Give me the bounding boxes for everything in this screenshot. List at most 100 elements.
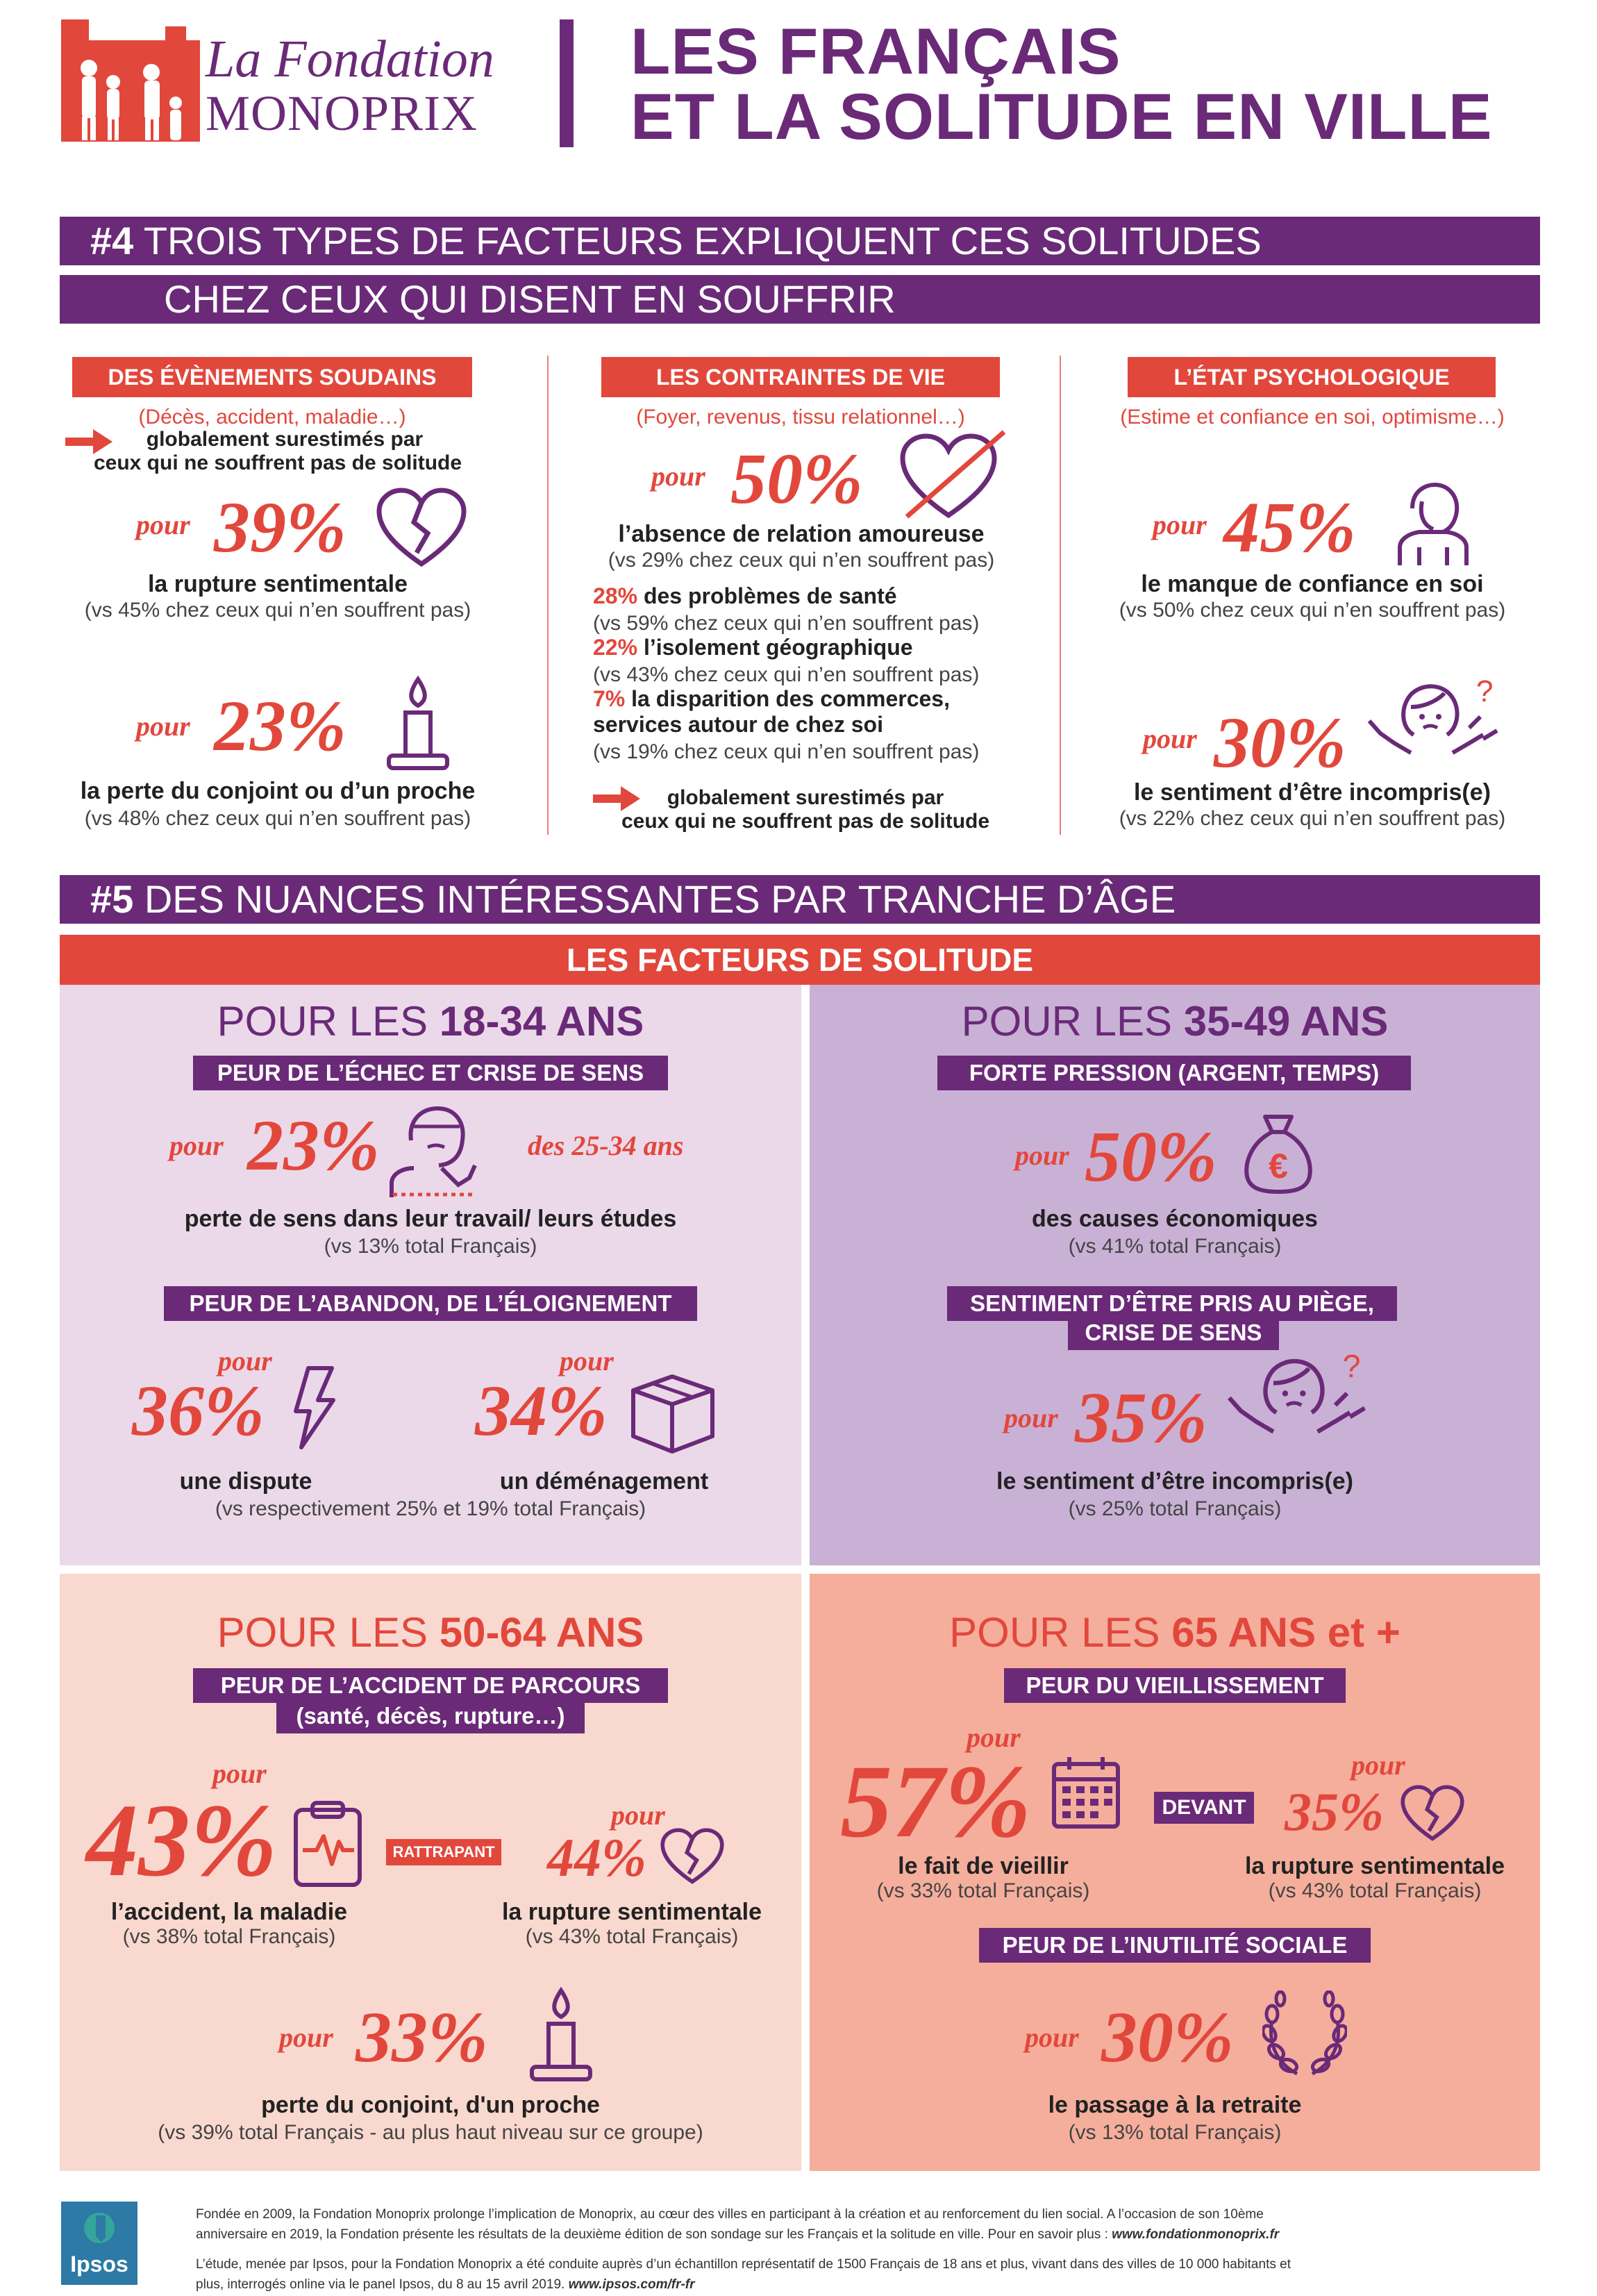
svg-text:€: € <box>1269 1147 1288 1186</box>
col2-item3-vs: (vs 19% chez ceux qui n’en souffrent pas… <box>593 740 980 763</box>
footer-p2a: L’étude, menée par Ipsos, pour la Fondat… <box>196 2257 1291 2272</box>
p1-s3-title: un déménagement <box>499 1468 709 1495</box>
section4-num: #4 <box>90 219 134 263</box>
p4-s2-pour: pour <box>1351 1749 1405 1781</box>
p1-s1-vs: (vs 13% total Français) <box>324 1235 537 1258</box>
col2-item1-text: des problèmes de santé <box>643 583 897 608</box>
footer-p1a: Fondée en 2009, la Fondation Monoprix pr… <box>196 2207 1264 2222</box>
p1-s2-pour: pour <box>218 1345 272 1376</box>
p1-s3-pour: pour <box>560 1345 614 1376</box>
p3-s2-pour: pour <box>611 1799 665 1831</box>
p4-heading-pre: POUR LES <box>949 1609 1172 1656</box>
p2-s2-pour: pour <box>1004 1402 1058 1433</box>
col3-s2-pour: pour <box>1143 723 1197 754</box>
p2-heading-age: 35-49 ANS <box>1183 998 1389 1045</box>
money-bag-icon: € <box>1244 1115 1312 1195</box>
p4-s1-pour: pour <box>967 1722 1021 1753</box>
lightning-icon <box>294 1366 335 1449</box>
p1-s2-pct: 36% <box>132 1371 265 1451</box>
p3-s2-title: la rupture sentimentale <box>501 1899 762 1925</box>
col2-s1-pour: pour <box>651 460 705 492</box>
calendar-icon <box>1052 1757 1120 1829</box>
p1-s3-pct: 34% <box>475 1371 608 1451</box>
col1-s2-title: la perte du conjoint ou d’un proche <box>80 778 476 804</box>
p4-s2-pct: 35% <box>1285 1781 1384 1842</box>
col2-item1-pct: 28% <box>593 583 638 608</box>
col1-note2: ceux qui ne souffrent pas de solitude <box>93 451 462 474</box>
col1-s1-pct: 39% <box>214 488 346 567</box>
broken-heart-icon <box>660 1828 724 1884</box>
col2-item: 22% l’isolement géographique (vs 43% che… <box>593 635 979 687</box>
section4-banner-line2: CHEZ CEUX QUI DISENT EN SOUFFRIR <box>60 275 1540 324</box>
col2-sub: (Foyer, revenus, tissu relationnel…) <box>636 406 965 429</box>
p4-s2-title: la rupture sentimentale <box>1244 1853 1505 1879</box>
col1-sub: (Décès, accident, maladie…) <box>138 406 406 429</box>
medical-clipboard-icon <box>294 1801 362 1887</box>
brand-line2: MONOPRIX <box>206 85 478 141</box>
p4-s1-pct: 57% <box>840 1744 1031 1859</box>
section5-banner: #5 DES NUANCES INTÉRESSANTES PAR TRANCHE… <box>60 875 1540 924</box>
fondation-logo <box>61 19 200 142</box>
crossed-heart-icon <box>900 430 1006 519</box>
col1-label: DES ÉVÈNEMENTS SOUDAINS <box>72 357 472 397</box>
p3-heading: POUR LES 50-64 ANS <box>60 1608 801 1656</box>
broken-heart-icon <box>376 488 467 567</box>
col1-s2-pour: pour <box>136 710 190 742</box>
footer-url2[interactable]: www.ipsos.com/fr-fr <box>568 2277 695 2292</box>
confused-person-icon: ? <box>1367 679 1498 755</box>
col3-s1-title: le manque de confiance en soi <box>1141 571 1484 597</box>
p3-s3-title: perte du conjoint, d'un proche <box>261 2092 600 2118</box>
col3-s1-pct: 45% <box>1223 488 1356 567</box>
p2-heading: POUR LES 35-49 ANS <box>810 997 1540 1045</box>
section4-banner-line1: #4 TROIS TYPES DE FACTEURS EXPLIQUENT CE… <box>60 217 1540 265</box>
col1-note1: globalement surestimés par <box>146 428 424 451</box>
p4-s3-title: le passage à la retraite <box>1048 2092 1302 2118</box>
col2-label: LES CONTRAINTES DE VIE <box>601 357 1000 397</box>
p3-s3-pct: 33% <box>356 1997 488 2077</box>
sad-person-icon <box>1398 482 1469 565</box>
laurel-wreath-icon <box>1262 1990 1347 2076</box>
p2-s1-vs: (vs 41% total Français) <box>1068 1235 1282 1258</box>
p4-s3-pour: pour <box>1025 2022 1079 2053</box>
p2-label2a: SENTIMENT D’ÊTRE PRIS AU PIÈGE, <box>947 1286 1397 1321</box>
col3-sub: (Estime et confiance en soi, optimisme…) <box>1120 406 1505 429</box>
p3-s2-pct: 44% <box>547 1827 646 1888</box>
title-line2: ET LA SOLITUDE EN VILLE <box>630 80 1493 153</box>
col2-note1: globalement surestimés par <box>667 786 944 809</box>
p2-heading-pre: POUR LES <box>961 998 1184 1045</box>
arrow-right-icon <box>593 786 640 811</box>
p3-label1b: (santé, décès, rupture…) <box>276 1699 585 1733</box>
footer-url1[interactable]: www.fondationmonoprix.fr <box>1112 2227 1280 2242</box>
column-divider <box>547 356 549 835</box>
section4-title-line1: TROIS TYPES DE FACTEURS EXPLIQUENT CES S… <box>143 219 1262 263</box>
col1-s1-title: la rupture sentimentale <box>147 571 408 597</box>
col2-item: 7% la disparition des commerces, service… <box>593 686 979 764</box>
col2-item: 28% des problèmes de santé (vs 59% chez … <box>593 583 979 635</box>
col3-s2-vs: (vs 22% chez ceux qui n’en souffrent pas… <box>1119 807 1506 830</box>
col2-item2-pct: 22% <box>593 635 638 660</box>
p2-s1-title: des causes économiques <box>1032 1206 1318 1232</box>
col2-s1-vs: (vs 29% chez ceux qui n’en souffrent pas… <box>608 549 995 572</box>
ipsos-logo-text: Ipsos <box>70 2252 128 2277</box>
p2-label2b: CRISE DE SENS <box>1068 1315 1279 1350</box>
ipsos-logo: Ipsos <box>61 2202 137 2285</box>
p1-s1-pour: pour <box>169 1130 224 1161</box>
p3-s1-vs: (vs 38% total Français) <box>122 1925 336 1948</box>
p1-label2: PEUR DE L’ABANDON, DE L’ÉLOIGNEMENT <box>164 1286 697 1321</box>
svg-text:?: ? <box>1343 1353 1361 1384</box>
p3-s1-pct: 43% <box>86 1783 277 1898</box>
col1-s1-vs: (vs 45% chez ceux qui n’en souffrent pas… <box>84 599 471 622</box>
p1-heading: POUR LES 18-34 ANS <box>60 997 801 1045</box>
candle-icon <box>530 1986 592 2081</box>
col1-s1-pour: pour <box>136 509 190 540</box>
p4-heading-age: 65 ANS et + <box>1171 1609 1400 1656</box>
p3-heading-age: 50-64 ANS <box>439 1609 644 1656</box>
footer-p1b: anniversaire en 2019, la Fondation prése… <box>196 2227 1108 2242</box>
col2-s1-title: l’absence de relation amoureuse <box>618 521 985 547</box>
col3-s1-vs: (vs 50% chez ceux qui n’en souffrent pas… <box>1119 599 1506 622</box>
p4-s1-title: le fait de vieillir <box>898 1853 1069 1879</box>
section5-title: DES NUANCES INTÉRESSANTES PAR TRANCHE D’… <box>144 877 1176 921</box>
moving-box-icon <box>631 1374 714 1454</box>
p1-label1: PEUR DE L’ÉCHEC ET CRISE DE SENS <box>193 1056 668 1090</box>
section5-num: #5 <box>90 877 134 921</box>
